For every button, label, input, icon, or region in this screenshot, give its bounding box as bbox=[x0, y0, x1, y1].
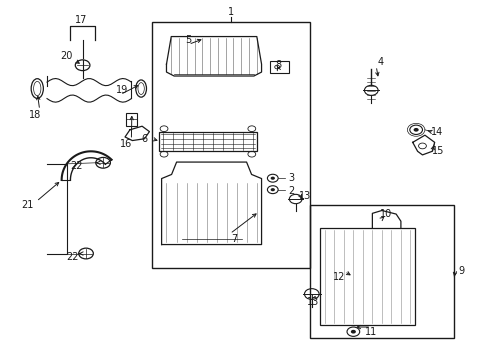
Text: 6: 6 bbox=[141, 134, 147, 144]
Text: 12: 12 bbox=[333, 272, 345, 282]
Circle shape bbox=[350, 330, 355, 334]
Text: 7: 7 bbox=[231, 234, 237, 244]
Text: 10: 10 bbox=[379, 209, 391, 219]
Text: 9: 9 bbox=[457, 266, 464, 276]
Text: 1: 1 bbox=[228, 7, 234, 17]
Text: 19: 19 bbox=[115, 85, 127, 95]
Text: 22: 22 bbox=[66, 252, 79, 262]
Text: 14: 14 bbox=[430, 127, 442, 136]
Circle shape bbox=[270, 177, 274, 180]
Text: 16: 16 bbox=[120, 139, 132, 149]
Text: 18: 18 bbox=[29, 111, 41, 121]
Text: 21: 21 bbox=[21, 200, 34, 210]
Circle shape bbox=[270, 188, 274, 191]
Bar bbox=[310, 205, 453, 338]
Bar bbox=[152, 22, 310, 268]
Text: 2: 2 bbox=[288, 186, 294, 196]
Text: 3: 3 bbox=[288, 173, 294, 183]
Bar bbox=[159, 132, 256, 151]
Text: 8: 8 bbox=[275, 60, 281, 70]
Text: 22: 22 bbox=[70, 161, 82, 171]
Text: 13: 13 bbox=[299, 191, 311, 201]
Text: 13: 13 bbox=[306, 297, 318, 307]
Bar bbox=[320, 228, 414, 325]
Text: 11: 11 bbox=[365, 327, 377, 337]
Text: 17: 17 bbox=[75, 15, 87, 26]
Text: 4: 4 bbox=[377, 57, 383, 67]
Text: 5: 5 bbox=[185, 35, 191, 45]
Bar bbox=[126, 113, 137, 126]
Text: 20: 20 bbox=[60, 51, 73, 61]
Circle shape bbox=[413, 128, 418, 132]
Text: 15: 15 bbox=[431, 146, 444, 156]
